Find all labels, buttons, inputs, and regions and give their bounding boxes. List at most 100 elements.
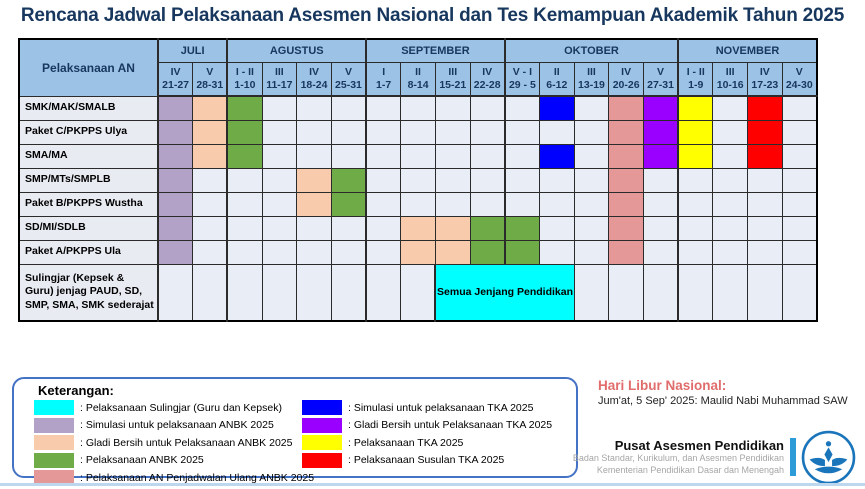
schedule-cell-empty — [642, 263, 679, 322]
schedule-cell-anbk — [226, 143, 263, 169]
schedule-cell-ulang_anbk — [608, 167, 644, 193]
schedule-cell-empty — [503, 191, 540, 217]
row-label: Paket A/PKPPS Ula — [18, 239, 159, 265]
week-dates: 1-9 — [688, 78, 704, 91]
schedule-cell-empty — [469, 95, 506, 121]
week-roman: V — [344, 65, 352, 78]
anbk-swatch — [34, 452, 74, 468]
row-label: Paket C/PKPPS Ulya — [18, 119, 159, 145]
schedule-cell-empty — [365, 191, 402, 217]
schedule-cell-empty — [573, 143, 610, 169]
schedule-cell-sus_tka — [747, 95, 783, 121]
week-header: III 13-19 — [573, 61, 610, 97]
schedule-cell-empty — [712, 239, 748, 265]
schedule-cell-empty — [261, 143, 298, 169]
schedule-cell-empty — [503, 167, 540, 193]
schedule-cell-gladi_anbk — [434, 239, 471, 265]
schedule-cell-empty — [434, 143, 471, 169]
schedule-cell-gladi_anbk — [192, 143, 228, 169]
schedule-cell-empty — [365, 167, 402, 193]
row-label: SMK/MAK/SMALB — [18, 95, 159, 121]
schedule-cell-anbk — [330, 167, 367, 193]
schedule-cell-empty — [365, 215, 402, 241]
holiday-title: Hari Libur Nasional: — [598, 378, 727, 393]
schedule-cell-empty — [747, 191, 783, 217]
schedule-cell-ulang_anbk — [608, 119, 644, 145]
schedule-cell-empty — [781, 191, 818, 217]
schedule-cell-empty — [330, 119, 367, 145]
week-roman: I - II — [235, 65, 254, 78]
schedule-cell-empty — [192, 263, 228, 322]
legend-box: Keterangan: : Pelaksanaan Sulingjar (Gur… — [12, 377, 578, 486]
week-roman: V - I — [512, 65, 532, 78]
legend-item: : Simulasi untuk pelaksanaan ANBK 2025 — [34, 417, 302, 435]
schedule-cell-empty — [677, 239, 714, 265]
week-roman: II — [553, 65, 560, 78]
week-header: IV 20-26 — [608, 61, 644, 97]
schedule-cell-anbk — [330, 191, 367, 217]
schedule-cell-empty — [538, 167, 575, 193]
schedule-cell-empty — [226, 215, 263, 241]
week-roman: III — [448, 65, 458, 78]
week-dates: 27-31 — [647, 78, 674, 91]
org-footer: Pusat Asesmen Pendidikan Badan Standar, … — [560, 428, 856, 486]
schedule-cell-empty — [781, 263, 818, 322]
schedule-cell-sus_tka — [747, 143, 783, 169]
schedule-cell-empty — [538, 215, 575, 241]
schedule-cell-gladi_anbk — [434, 215, 471, 241]
schedule-cell-sim_anbk — [157, 143, 194, 169]
schedule-cell-anbk — [503, 215, 540, 241]
schedule-cell-gladi_tka — [642, 143, 679, 169]
schedule-cell-empty — [573, 263, 610, 322]
schedule-cell-empty — [192, 167, 228, 193]
month-header-juli: JULI — [156, 38, 228, 63]
schedule-cell-empty — [538, 119, 575, 145]
month-header-oktober: OKTOBER — [503, 38, 679, 63]
schedule-cell-empty — [261, 263, 298, 322]
schedule-cell-sim_anbk — [157, 191, 194, 217]
ulang-anbk-swatch — [34, 470, 74, 486]
legend-label: : Gladi Bersih untuk Pelaksanaan ANBK 20… — [80, 436, 293, 449]
schedule-cell-empty — [573, 95, 610, 121]
schedule-cell-empty — [503, 95, 540, 121]
schedule-cell-empty — [538, 191, 575, 217]
schedule-cell-anbk — [503, 239, 540, 265]
sus-tka-swatch — [302, 452, 342, 468]
schedule-cell-empty — [573, 167, 610, 193]
week-roman: III — [274, 65, 284, 78]
schedule-cell-empty — [226, 167, 263, 193]
schedule-cell-ulang_anbk — [608, 191, 644, 217]
schedule-cell-empty — [469, 191, 506, 217]
legend-label: : Pelaksanaan AN Penjadwalan Ulang ANBK … — [80, 471, 315, 484]
legend-column-tka: : Simulasi untuk pelaksanaan TKA 2025: G… — [302, 399, 552, 487]
week-dates: 20-26 — [612, 78, 640, 91]
week-header: III 10-16 — [712, 61, 748, 97]
week-dates: 11-17 — [266, 78, 293, 91]
schedule-cell-empty — [400, 167, 436, 193]
schedule-cell-tka — [677, 119, 714, 145]
schedule-cell-empty — [677, 215, 714, 241]
schedule-cell-sim_tka — [538, 95, 575, 121]
schedule-cell-gladi_anbk — [296, 167, 332, 193]
schedule-cell-sim_tka — [538, 143, 575, 169]
schedule-cell-empty — [712, 191, 748, 217]
schedule-cell-empty — [330, 263, 367, 322]
schedule-cell-empty — [261, 191, 298, 217]
legend-label: : Pelaksanaan ANBK 2025 — [80, 454, 204, 467]
schedule-cell-empty — [503, 143, 540, 169]
month-header-agustus: AGUSTUS — [226, 38, 367, 63]
schedule-cell-empty — [608, 263, 644, 322]
schedule-cell-gladi_tka — [642, 95, 679, 121]
week-roman: IV — [309, 65, 319, 78]
schedule-cell-empty — [400, 191, 436, 217]
schedule-cell-anbk — [469, 215, 506, 241]
week-roman: IV — [621, 65, 632, 78]
schedule-cell-empty — [712, 167, 748, 193]
week-dates: 21-27 — [162, 78, 190, 91]
schedule-cell-empty — [781, 143, 818, 169]
week-header: IV 17-23 — [747, 61, 783, 97]
tka-swatch — [302, 435, 342, 451]
sim-anbk-swatch — [34, 417, 74, 433]
legend-item: : Gladi Bersih untuk Pelaksanaan ANBK 20… — [34, 434, 302, 452]
schedule-cell-empty — [781, 119, 818, 145]
